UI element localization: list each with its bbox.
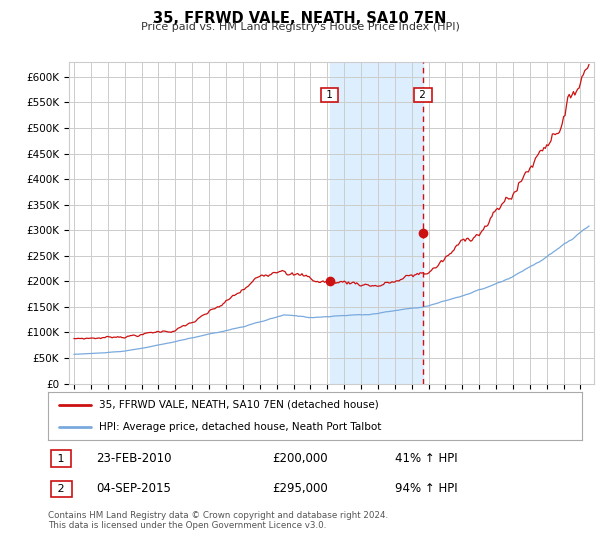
Bar bbox=[329, 62, 423, 384]
Text: 35, FFRWD VALE, NEATH, SA10 7EN (detached house): 35, FFRWD VALE, NEATH, SA10 7EN (detache… bbox=[99, 400, 379, 410]
Text: HPI: Average price, detached house, Neath Port Talbot: HPI: Average price, detached house, Neat… bbox=[99, 422, 381, 432]
Text: 2: 2 bbox=[416, 90, 430, 100]
Text: 2: 2 bbox=[54, 484, 68, 494]
Text: Contains HM Land Registry data © Crown copyright and database right 2024.
This d: Contains HM Land Registry data © Crown c… bbox=[48, 511, 388, 530]
Text: 1: 1 bbox=[323, 90, 336, 100]
Text: £295,000: £295,000 bbox=[272, 482, 328, 495]
Text: 35, FFRWD VALE, NEATH, SA10 7EN: 35, FFRWD VALE, NEATH, SA10 7EN bbox=[154, 11, 446, 26]
Text: Price paid vs. HM Land Registry's House Price Index (HPI): Price paid vs. HM Land Registry's House … bbox=[140, 22, 460, 32]
Text: 23-FEB-2010: 23-FEB-2010 bbox=[96, 452, 172, 465]
Text: £200,000: £200,000 bbox=[272, 452, 328, 465]
Text: 04-SEP-2015: 04-SEP-2015 bbox=[96, 482, 171, 495]
Text: 41% ↑ HPI: 41% ↑ HPI bbox=[395, 452, 458, 465]
Text: 1: 1 bbox=[55, 454, 68, 464]
Text: 94% ↑ HPI: 94% ↑ HPI bbox=[395, 482, 458, 495]
